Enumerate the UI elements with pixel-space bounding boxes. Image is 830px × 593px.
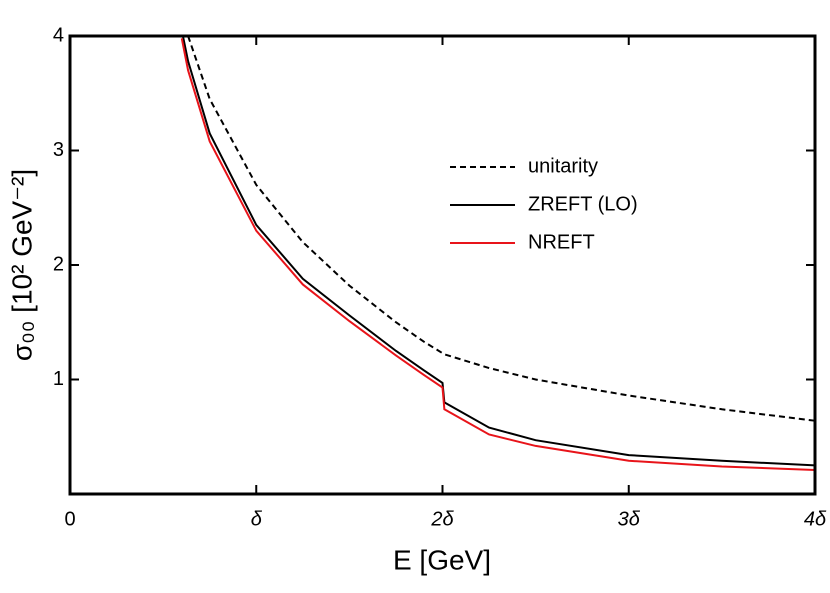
legend-label: ZREFT (LO) (528, 193, 638, 215)
y-tick-label: 2 (53, 253, 64, 275)
x-tick-label: 3δ (618, 508, 641, 530)
x-axis-label: E [GeV] (393, 544, 491, 575)
y-tick-label: 1 (53, 368, 64, 390)
plot-area (180, 36, 815, 471)
legend-label: unitarity (528, 155, 598, 177)
legend-label: NREFT (528, 231, 595, 253)
x-tick-label: 4δ (804, 508, 827, 530)
series-line (181, 36, 815, 467)
series-line (180, 38, 815, 471)
y-tick-label: 4 (53, 24, 64, 46)
series-line (187, 36, 815, 422)
x-tick-label: 0 (64, 508, 75, 530)
plot-frame (68, 34, 817, 496)
y-axis-label: σ₀₀ [10² GeV⁻²] (6, 169, 37, 361)
y-tick-label: 3 (53, 139, 64, 161)
x-tick-label: δ (251, 508, 263, 530)
x-tick-label: 2δ (430, 508, 454, 530)
